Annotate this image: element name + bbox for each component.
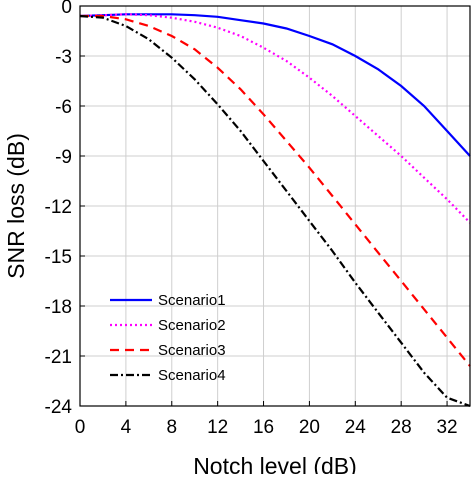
y-axis-title: SNR loss (dB)	[3, 133, 29, 279]
x-tick-label: 28	[391, 417, 412, 438]
x-tick-label: 12	[207, 417, 228, 438]
legend-label: Scenario2	[158, 317, 226, 334]
x-tick-label: 16	[253, 417, 274, 438]
x-tick-label: 4	[121, 417, 132, 438]
series-line-1	[79, 13, 471, 157]
x-tick-label: 32	[436, 417, 457, 438]
y-tick-label: -15	[45, 247, 72, 268]
series-line-2	[79, 13, 471, 224]
legend-label: Scenario4	[158, 367, 226, 384]
x-axis-title: Notch level (dB)	[193, 453, 357, 474]
y-tick-label: 0	[61, 0, 72, 18]
legend-label: Scenario3	[158, 342, 226, 359]
x-tick-label: 8	[166, 417, 177, 438]
tick-labels: 0 4 8 12 16 20 24 28 32 0 -3 -6 -9 -12 -15 -18 -21 -24	[45, 0, 458, 438]
series-line-4	[79, 14, 471, 408]
y-tick-label: -24	[45, 397, 73, 418]
y-tick-label: -9	[55, 147, 72, 168]
y-tick-label: -3	[55, 47, 72, 68]
legend-label: Scenario1	[158, 292, 226, 309]
y-tick-label: -21	[45, 347, 72, 368]
x-tick-label: 20	[299, 417, 320, 438]
x-tick-label: 24	[345, 417, 367, 438]
y-tick-label: -6	[55, 97, 72, 118]
series-line-3	[80, 14, 471, 367]
series-lines	[79, 13, 471, 408]
x-tick-label: 0	[75, 417, 86, 438]
y-tick-label: -18	[45, 297, 72, 318]
grid	[79, 5, 470, 407]
y-tick-label: -12	[45, 197, 72, 218]
legend: Scenario1 Scenario2 Scenario3 Scenario4	[110, 292, 226, 384]
